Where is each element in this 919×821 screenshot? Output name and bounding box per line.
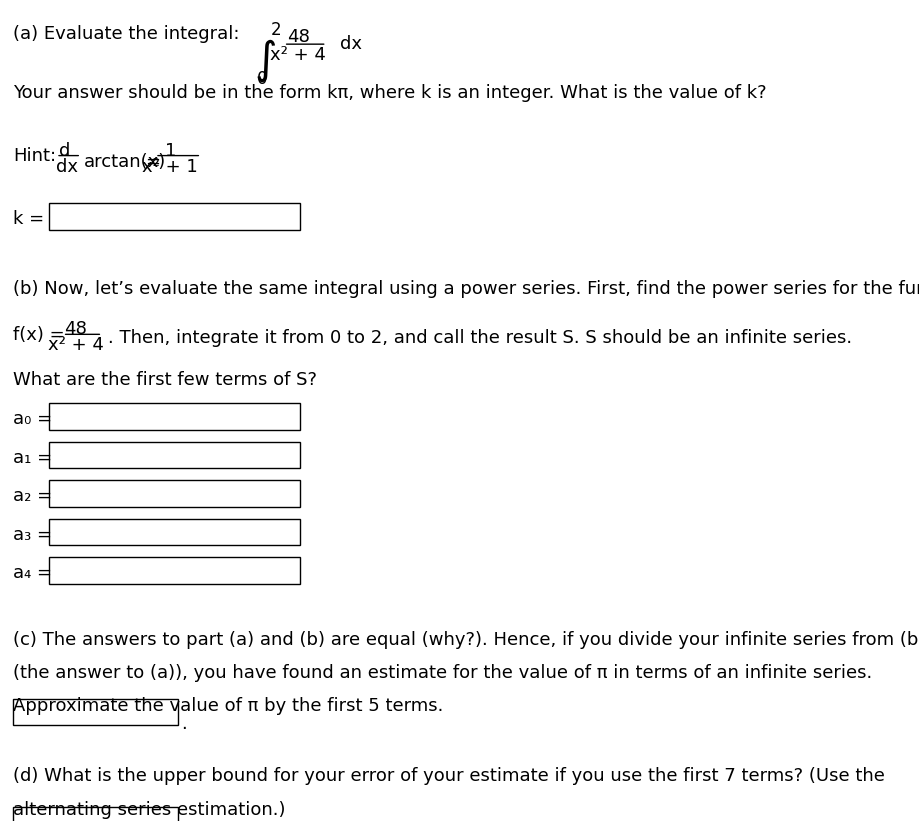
Text: alternating series estimation.): alternating series estimation.) xyxy=(13,801,286,819)
Text: . Then, integrate it from 0 to 2, and call the result S. S should be an infinite: . Then, integrate it from 0 to 2, and ca… xyxy=(108,328,851,346)
Text: (a) Evaluate the integral:: (a) Evaluate the integral: xyxy=(13,25,240,43)
Text: a₃ =: a₃ = xyxy=(13,525,52,544)
Text: f(x) =: f(x) = xyxy=(13,326,64,344)
Text: 48: 48 xyxy=(64,320,87,338)
Text: Hint:: Hint: xyxy=(13,147,56,165)
Text: x² + 4: x² + 4 xyxy=(270,45,326,63)
Text: x² + 4: x² + 4 xyxy=(48,337,104,355)
Text: a₀ =: a₀ = xyxy=(13,410,52,428)
FancyBboxPatch shape xyxy=(50,557,300,584)
Text: Your answer should be in the form kπ, where k is an integer. What is the value o: Your answer should be in the form kπ, wh… xyxy=(13,84,766,102)
Text: .: . xyxy=(181,715,187,733)
Text: =: = xyxy=(145,153,160,171)
FancyBboxPatch shape xyxy=(50,204,300,230)
Text: 0: 0 xyxy=(257,70,267,88)
FancyBboxPatch shape xyxy=(13,807,178,821)
Text: (b) Now, let’s evaluate the same integral using a power series. First, find the : (b) Now, let’s evaluate the same integra… xyxy=(13,280,919,298)
Text: a₂ =: a₂ = xyxy=(13,487,52,505)
Text: 48: 48 xyxy=(287,28,310,46)
Text: arctan(x): arctan(x) xyxy=(84,153,165,171)
FancyBboxPatch shape xyxy=(50,403,300,429)
Text: a₁ =: a₁ = xyxy=(13,448,52,466)
Text: x² + 1: x² + 1 xyxy=(142,158,198,176)
FancyBboxPatch shape xyxy=(50,519,300,545)
Text: What are the first few terms of S?: What are the first few terms of S? xyxy=(13,371,317,389)
Text: dx: dx xyxy=(56,158,78,176)
FancyBboxPatch shape xyxy=(50,480,300,507)
Text: (d) What is the upper bound for your error of your estimate if you use the first: (d) What is the upper bound for your err… xyxy=(13,768,884,786)
Text: k =: k = xyxy=(13,210,44,228)
FancyBboxPatch shape xyxy=(50,442,300,468)
Text: (the answer to (a)), you have found an estimate for the value of π in terms of a: (the answer to (a)), you have found an e… xyxy=(13,664,871,682)
Text: dx: dx xyxy=(339,35,361,53)
Text: $\int$: $\int$ xyxy=(254,37,276,84)
Text: (c) The answers to part (a) and (b) are equal (why?). Hence, if you divide your : (c) The answers to part (a) and (b) are … xyxy=(13,631,919,649)
Text: a₄ =: a₄ = xyxy=(13,564,52,582)
Text: d: d xyxy=(60,141,71,159)
Text: Approximate the value of π by the first 5 terms.: Approximate the value of π by the first … xyxy=(13,697,443,715)
Text: 1: 1 xyxy=(165,142,176,160)
FancyBboxPatch shape xyxy=(13,699,178,726)
Text: 2: 2 xyxy=(270,21,281,39)
